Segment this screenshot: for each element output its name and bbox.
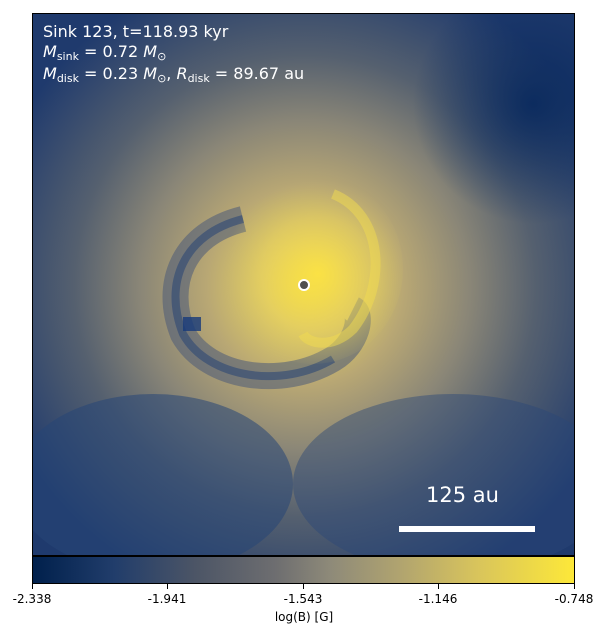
colorbar-tick-label: -1.146 <box>418 592 458 606</box>
sink-info-line: Sink 123, t=118.93 kyr <box>43 22 229 41</box>
colorbar-tick-label: -1.543 <box>283 592 323 606</box>
sink-marker <box>298 279 310 291</box>
field-image <box>33 14 574 555</box>
colorbar-label: log(B) [G] <box>274 610 334 624</box>
scale-bar <box>399 526 535 532</box>
colorbar-tick <box>438 584 439 589</box>
scale-bar-label: 125 au <box>426 483 499 507</box>
disk-properties-line: Mdisk = 0.23 M⊙, Rdisk = 89.67 au <box>43 64 305 85</box>
colorbar <box>32 556 575 584</box>
magnetic-field-map: Sink 123, t=118.93 kyr Msink = 0.72 M⊙ M… <box>32 13 575 556</box>
colorbar-tick <box>574 584 575 589</box>
sink-mass-line: Msink = 0.72 M⊙ <box>43 42 167 63</box>
colorbar-tick-label: -1.941 <box>147 592 187 606</box>
colorbar-tick-label: -2.338 <box>12 592 52 606</box>
colorbar-tick-label: -0.748 <box>554 592 594 606</box>
colorbar-tick <box>303 584 304 589</box>
colorbar-tick <box>32 584 33 589</box>
colorbar-tick <box>167 584 168 589</box>
